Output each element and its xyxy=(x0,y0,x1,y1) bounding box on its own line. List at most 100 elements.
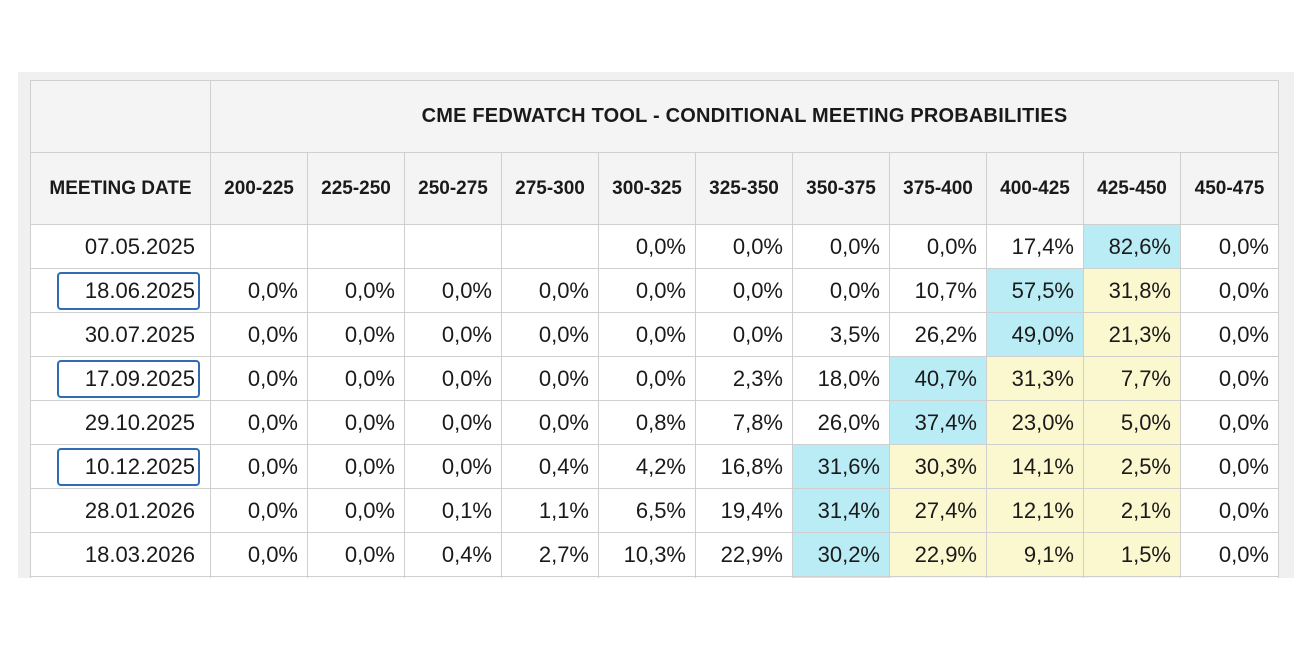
probability-cell: 0,0% xyxy=(598,224,696,269)
probability-cell: 0,4% xyxy=(404,532,502,577)
meeting-date-cell xyxy=(30,576,211,578)
column-header-350-375: 350-375 xyxy=(792,152,890,225)
probability-cell: 0,0% xyxy=(404,444,502,489)
probability-cell: 40,7% xyxy=(889,356,987,401)
probability-cell: 9,1% xyxy=(986,532,1084,577)
probability-cell: 5,0% xyxy=(1083,400,1181,445)
probability-cell xyxy=(210,224,308,269)
table-row: 28.01.2026 0,0% 0,0% 0,1% 1,1% 6,5% 19,4% 31,4%… xyxy=(30,488,1279,533)
meeting-date: 07.05.2025 xyxy=(84,233,195,259)
column-header-250-275: 250-275 xyxy=(404,152,502,225)
probability-cell: 0,0% xyxy=(210,444,308,489)
probability-cell xyxy=(307,224,405,269)
meeting-date: 18.03.2026 xyxy=(84,541,195,567)
probability-cell xyxy=(889,576,987,578)
selected-meeting-date[interactable]: 10.12.2025 xyxy=(56,447,200,486)
probability-cell: 0,0% xyxy=(1180,268,1279,313)
probability-cell: 0,0% xyxy=(1180,356,1279,401)
column-header-200-225: 200-225 xyxy=(210,152,308,225)
probability-cell: 7,8% xyxy=(695,400,793,445)
probability-cell: 30,2% xyxy=(792,532,890,577)
probability-cell: 0,0% xyxy=(404,356,502,401)
probability-cell: 37,4% xyxy=(889,400,987,445)
probability-cell: 0,0% xyxy=(1180,488,1279,533)
meeting-date-cell: 30.07.2025 xyxy=(30,312,211,357)
probability-cell: 26,0% xyxy=(792,400,890,445)
probability-cell xyxy=(792,576,890,578)
probability-cell: 0,0% xyxy=(307,488,405,533)
table-row: 17.09.2025 0,0% 0,0% 0,0% 0,0% 0,0% 2,3% 18,0% 4… xyxy=(30,356,1279,401)
probability-cell: 0,0% xyxy=(501,400,599,445)
probability-cell: 0,0% xyxy=(307,532,405,577)
probability-cell: 17,4% xyxy=(986,224,1084,269)
probability-cell: 0,0% xyxy=(1180,224,1279,269)
column-header-225-250: 225-250 xyxy=(307,152,405,225)
probability-cell: 23,0% xyxy=(986,400,1084,445)
probability-cell xyxy=(695,576,793,578)
probability-cell: 0,0% xyxy=(695,224,793,269)
table-row: 18.03.2026 0,0% 0,0% 0,4% 2,7% 10,3% 22,9% 30,2… xyxy=(30,532,1279,577)
probability-cell: 22,9% xyxy=(695,532,793,577)
probability-cell: 1,1% xyxy=(501,488,599,533)
probability-cell xyxy=(404,224,502,269)
meeting-date-cell[interactable]: 18.06.2025 xyxy=(30,268,211,313)
column-header-300-325: 300-325 xyxy=(598,152,696,225)
probability-cell: 0,0% xyxy=(1180,444,1279,489)
probability-cell xyxy=(210,576,308,578)
probability-cell: 21,3% xyxy=(1083,312,1181,357)
probability-cell: 14,1% xyxy=(986,444,1084,489)
table-title: CME FEDWATCH TOOL - CONDITIONAL MEETING … xyxy=(210,80,1279,153)
probability-cell: 0,0% xyxy=(889,224,987,269)
probability-cell: 22,9% xyxy=(889,532,987,577)
meeting-date-cell: 07.05.2025 xyxy=(30,224,211,269)
meeting-date-cell[interactable]: 17.09.2025 xyxy=(30,356,211,401)
probability-cell: 0,0% xyxy=(792,224,890,269)
probability-cell: 3,5% xyxy=(792,312,890,357)
table-row: 10.12.2025 0,0% 0,0% 0,0% 0,4% 4,2% 16,8% 31,6%… xyxy=(30,444,1279,489)
probability-cell: 0,8% xyxy=(598,400,696,445)
probability-cell: 0,0% xyxy=(1180,312,1279,357)
meeting-date-cell[interactable]: 10.12.2025 xyxy=(30,444,211,489)
selected-meeting-date[interactable]: 18.06.2025 xyxy=(56,271,200,310)
probability-cell: 2,3% xyxy=(695,356,793,401)
probability-cell: 0,0% xyxy=(598,356,696,401)
probability-cell: 0,0% xyxy=(307,268,405,313)
probability-cell: 0,0% xyxy=(210,312,308,357)
probability-cell xyxy=(404,576,502,578)
probability-cell xyxy=(501,224,599,269)
meeting-date: 28.01.2026 xyxy=(84,497,195,523)
probability-cell: 0,0% xyxy=(404,268,502,313)
probability-cell: 0,0% xyxy=(501,312,599,357)
probability-cell: 0,4% xyxy=(501,444,599,489)
probability-cell: 31,8% xyxy=(1083,268,1181,313)
probability-cell: 31,4% xyxy=(792,488,890,533)
probability-cell xyxy=(1180,576,1279,578)
table-row: 29.10.2025 0,0% 0,0% 0,0% 0,0% 0,8% 7,8% 26,0% 3… xyxy=(30,400,1279,445)
selected-meeting-date[interactable]: 17.09.2025 xyxy=(56,359,200,398)
meeting-date-header: MEETING DATE xyxy=(30,152,211,225)
corner-cell xyxy=(30,80,211,153)
probability-cell: 0,0% xyxy=(307,400,405,445)
probability-cell: 0,0% xyxy=(598,268,696,313)
probability-cell: 49,0% xyxy=(986,312,1084,357)
probability-cell: 30,3% xyxy=(889,444,987,489)
column-header-450-475: 450-475 xyxy=(1180,152,1279,225)
probability-cell: 6,5% xyxy=(598,488,696,533)
probability-cell: 0,0% xyxy=(404,400,502,445)
probability-cell: 19,4% xyxy=(695,488,793,533)
table-row: 07.05.2025 0,0% 0,0% 0,0% 0,0% 17,4% 82,6% 0,0% xyxy=(30,224,1279,269)
meeting-date: 29.10.2025 xyxy=(84,409,195,435)
probability-cell: 0,0% xyxy=(695,268,793,313)
probability-cell: 7,7% xyxy=(1083,356,1181,401)
probability-cell: 82,6% xyxy=(1083,224,1181,269)
column-header-425-450: 425-450 xyxy=(1083,152,1181,225)
column-header-275-300: 275-300 xyxy=(501,152,599,225)
column-header-375-400: 375-400 xyxy=(889,152,987,225)
probability-cell: 57,5% xyxy=(986,268,1084,313)
probability-cell: 2,7% xyxy=(501,532,599,577)
probability-cell xyxy=(1083,576,1181,578)
meeting-date-cell: 29.10.2025 xyxy=(30,400,211,445)
probability-cell: 1,5% xyxy=(1083,532,1181,577)
probability-cell: 26,2% xyxy=(889,312,987,357)
probability-cell: 0,0% xyxy=(792,268,890,313)
